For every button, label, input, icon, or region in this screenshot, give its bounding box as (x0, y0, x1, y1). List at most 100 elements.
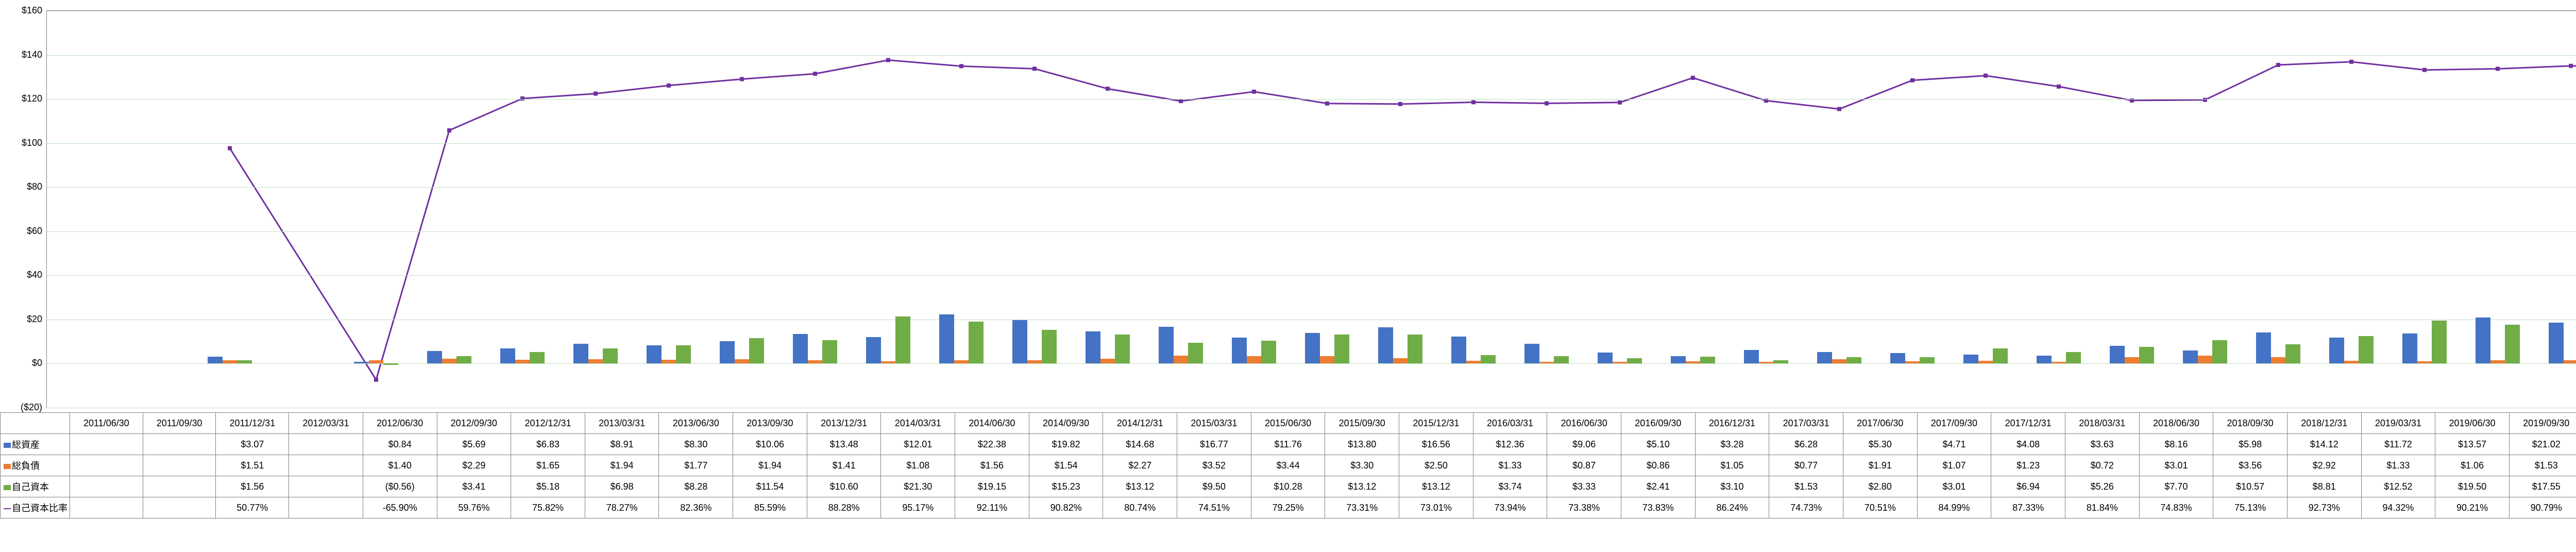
data-cell: ($0.56) (363, 476, 437, 497)
bar-total_liabilities (1905, 361, 1920, 364)
data-cell (143, 476, 216, 497)
data-cell (289, 497, 363, 518)
data-cell: $5.30 (1843, 434, 1917, 455)
data-cell: $1.23 (1991, 455, 2065, 476)
data-cell: $2.92 (2287, 455, 2361, 476)
data-cell: 86.24% (1695, 497, 1769, 518)
data-cell (70, 434, 143, 455)
left-axis-tick: $140 (1, 49, 42, 60)
data-cell: 79.25% (1251, 497, 1325, 518)
bar-total_assets (939, 314, 954, 364)
bar-equity (1261, 341, 1276, 363)
data-cell: $3.30 (1325, 455, 1399, 476)
data-cell: $6.98 (585, 476, 659, 497)
data-cell: 2014/03/31 (881, 413, 955, 434)
marker-equity-ratio (667, 83, 671, 88)
bar-equity (969, 322, 983, 364)
bar-equity (676, 345, 690, 363)
data-cell: 2014/09/30 (1029, 413, 1103, 434)
data-cell: 2015/12/31 (1399, 413, 1473, 434)
bar-total_liabilities (2198, 356, 2212, 363)
data-cell: $2.80 (1843, 476, 1917, 497)
data-cell: $22.38 (955, 434, 1029, 455)
bar-total_assets (720, 341, 734, 363)
data-cell: $0.84 (363, 434, 437, 455)
data-cell: 2012/12/31 (511, 413, 585, 434)
bar-equity (1627, 358, 1641, 363)
bar-total_assets (1744, 350, 1758, 364)
data-cell: $3.01 (2139, 455, 2213, 476)
bar-equity (603, 348, 617, 364)
marker-equity-ratio (2349, 60, 2353, 64)
gridline (47, 363, 2576, 364)
bar-equity (1042, 330, 1056, 363)
legend-marker (4, 443, 11, 448)
bar-total_assets (1305, 333, 1319, 363)
marker-equity-ratio (1837, 107, 1841, 111)
data-cell (143, 434, 216, 455)
left-axis-tick: $0 (1, 358, 42, 369)
bar-total_liabilities (1686, 361, 1700, 363)
data-cell: $3.33 (1547, 476, 1621, 497)
data-cell: 50.77% (216, 497, 289, 518)
data-cell: 2011/06/30 (70, 413, 143, 434)
data-cell: 2015/03/31 (1177, 413, 1251, 434)
data-cell (70, 497, 143, 518)
data-cell: $2.29 (437, 455, 511, 476)
data-cell: 2013/06/30 (659, 413, 733, 434)
bar-total_liabilities (1320, 356, 1334, 363)
data-cell: $8.91 (585, 434, 659, 455)
data-cell: $1.33 (2361, 455, 2435, 476)
data-cell: 73.31% (1325, 497, 1399, 518)
row-label: 総資産 (12, 440, 40, 450)
data-cell: 82.36% (659, 497, 733, 518)
data-cell: 2014/12/31 (1103, 413, 1177, 434)
bar-total_assets (1159, 327, 1173, 364)
bar-total_liabilities (1247, 356, 1261, 364)
marker-equity-ratio (813, 72, 817, 76)
bar-equity (2285, 344, 2300, 364)
data-cell: 2015/09/30 (1325, 413, 1399, 434)
bar-total_assets (1232, 338, 1246, 363)
row-header: 自己資本比率 (1, 497, 70, 518)
legend-marker (4, 508, 11, 509)
data-cell: $19.82 (1029, 434, 1103, 455)
marker-equity-ratio (374, 378, 378, 382)
data-cell: $9.06 (1547, 434, 1621, 455)
bar-total_assets (1598, 353, 1612, 364)
bar-total_liabilities (1100, 359, 1115, 364)
data-cell: 2017/12/31 (1991, 413, 2065, 434)
data-cell: $2.27 (1103, 455, 1177, 476)
row-header: 総資産 (1, 434, 70, 455)
data-cell: $1.94 (733, 455, 807, 476)
bar-total_assets (2037, 356, 2051, 364)
data-cell: $1.08 (881, 455, 955, 476)
bar-equity (2505, 325, 2519, 363)
data-cell: $1.05 (1695, 455, 1769, 476)
plot-area (46, 10, 2576, 408)
data-cell: $11.54 (733, 476, 807, 497)
data-cell: 92.11% (955, 497, 1029, 518)
marker-equity-ratio (1106, 87, 1110, 91)
bar-total_liabilities (588, 359, 603, 363)
data-cell: $21.02 (2509, 434, 2576, 455)
data-cell: $1.51 (216, 455, 289, 476)
data-cell: $3.10 (1695, 476, 1769, 497)
data-cell: 73.01% (1399, 497, 1473, 518)
marker-equity-ratio (1252, 90, 1256, 94)
data-cell: 2018/12/31 (2287, 413, 2361, 434)
bar-equity (530, 352, 544, 363)
data-cell: 2014/06/30 (955, 413, 1029, 434)
bar-equity (2359, 336, 2373, 364)
gridline (47, 187, 2576, 188)
bar-total_assets (1378, 327, 1393, 364)
legend-marker (4, 485, 11, 490)
marker-equity-ratio (447, 128, 451, 132)
marker-equity-ratio (2057, 85, 2061, 89)
data-cell: 88.28% (807, 497, 881, 518)
bar-equity (383, 363, 398, 364)
data-cell: 94.32% (2361, 497, 2435, 518)
data-cell: $17.55 (2509, 476, 2576, 497)
bar-total_liabilities (2490, 360, 2505, 364)
bar-total_assets (2110, 346, 2124, 364)
